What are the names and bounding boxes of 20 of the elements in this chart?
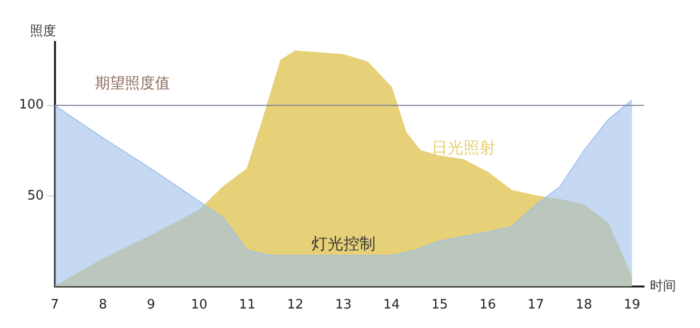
x-tick-label: 7: [50, 298, 59, 313]
x-axis-title: 时间: [650, 278, 676, 294]
x-tick-label: 15: [431, 298, 448, 313]
x-tick-label: 19: [624, 298, 640, 313]
x-tick-label: 12: [287, 298, 304, 313]
x-tick-label: 18: [576, 298, 592, 313]
x-tick-label: 16: [479, 298, 496, 313]
x-tick-label: 9: [146, 298, 156, 313]
x-tick-label: 14: [383, 298, 400, 313]
ref-line-label: 期望照度值: [94, 74, 170, 92]
series-label: 日光照射: [432, 138, 496, 157]
x-tick-label: 8: [98, 298, 108, 313]
x-tick-label: 13: [335, 298, 352, 313]
x-tick-label: 10: [190, 298, 208, 313]
y-axis-title: 照度: [30, 22, 56, 39]
y-tick-label: 100: [18, 98, 44, 113]
y-tick-label: 50: [27, 188, 44, 204]
x-tick-label: 11: [238, 298, 256, 313]
x-tick-label: 17: [528, 298, 544, 313]
series-label: 灯光控制: [311, 234, 376, 253]
